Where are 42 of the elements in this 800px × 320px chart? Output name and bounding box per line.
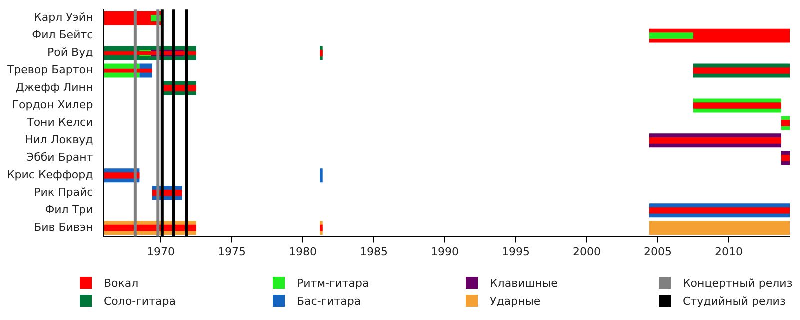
- bar: [649, 138, 782, 144]
- legend-label: Концертный релиз: [683, 276, 793, 290]
- y-tick-label: Фил Бейтс: [32, 28, 94, 42]
- y-tick-label: Бив Бивэн: [34, 220, 94, 234]
- x-tick-label: 1995: [502, 245, 530, 258]
- x-tick-label: 2005: [644, 245, 672, 258]
- legend-label: Соло-гитара: [104, 294, 176, 308]
- y-tick-label: Гордон Хилер: [12, 98, 94, 112]
- y-tick-label: Эбби Брант: [26, 151, 94, 164]
- x-tick-label: 1980: [288, 245, 317, 258]
- legend-label: Бас-гитара: [297, 294, 362, 308]
- bar: [649, 207, 790, 214]
- y-tick-label: Фил Три: [45, 203, 94, 216]
- y-tick-label: Нил Локвуд: [24, 134, 94, 147]
- x-tick-label: 1990: [430, 245, 459, 258]
- y-tick-label: Джефф Линн: [16, 81, 94, 94]
- y-tick-label: Тони Келси: [26, 116, 94, 130]
- bar: [649, 221, 790, 236]
- legend-label: Студийный релиз: [683, 294, 786, 308]
- x-tick-label: 2000: [572, 245, 601, 258]
- x-tick-label: 1975: [218, 245, 246, 258]
- y-tick-label: Тревор Бартон: [6, 64, 94, 77]
- x-tick-label: 1985: [360, 245, 388, 258]
- bar: [320, 168, 323, 183]
- legend-label: Ритм-гитара: [297, 276, 370, 290]
- x-tick-label: 2010: [714, 245, 743, 258]
- bar: [320, 224, 323, 232]
- y-tick-label: Рик Прайс: [34, 186, 94, 199]
- bar: [781, 155, 790, 162]
- bar: [693, 68, 790, 74]
- y-tick-label: Рой Вуд: [48, 46, 94, 60]
- legend-label: Клавишные: [490, 276, 558, 290]
- y-tick-label: Крис Кеффорд: [6, 168, 94, 182]
- legend-label: Ударные: [490, 294, 541, 308]
- bar: [693, 102, 782, 109]
- bar: [649, 32, 694, 39]
- bar: [104, 172, 140, 179]
- x-tick-label: 1970: [146, 245, 175, 258]
- bar: [320, 50, 323, 56]
- legend-label: Вокал: [104, 276, 139, 290]
- bar: [781, 120, 790, 126]
- y-tick-label: Карл Уэйн: [34, 11, 94, 24]
